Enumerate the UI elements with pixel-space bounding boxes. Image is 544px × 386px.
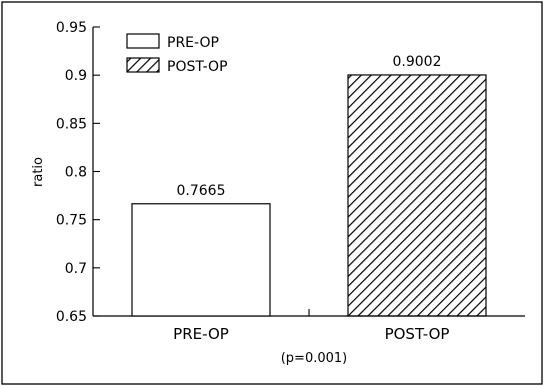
y-tick-label: 0.65 bbox=[56, 309, 87, 325]
y-tick-label: 0.95 bbox=[56, 20, 87, 36]
legend-swatch-post-op bbox=[126, 57, 160, 73]
data-label-post-op: 0.9002 bbox=[393, 54, 442, 70]
y-axis-ticks: 0.65 0.7 0.75 0.8 0.85 0.9 0.95 bbox=[56, 20, 100, 325]
y-tick-label: 0.9 bbox=[65, 68, 87, 84]
x-category-label: POST-OP bbox=[385, 325, 450, 343]
legend: PRE-OP POST-OP bbox=[126, 33, 228, 75]
bar-post-op bbox=[347, 74, 487, 317]
legend-label-pre-op: PRE-OP bbox=[167, 35, 219, 51]
legend-swatch-pre-op bbox=[126, 33, 160, 49]
y-tick-label: 0.85 bbox=[56, 116, 87, 132]
x-axis-categories: PRE-OP POST-OP bbox=[173, 309, 449, 343]
data-label-pre-op: 0.7665 bbox=[177, 183, 226, 199]
y-axis-label: ratio bbox=[31, 157, 46, 187]
y-tick-label: 0.75 bbox=[56, 213, 87, 229]
p-value-annotation: (p=0.001) bbox=[281, 351, 348, 366]
bar-pre-op bbox=[131, 203, 271, 317]
x-category-label: PRE-OP bbox=[173, 325, 229, 343]
y-tick-label: 0.8 bbox=[65, 165, 87, 181]
bars: 0.7665 0.9002 bbox=[131, 54, 487, 317]
legend-label-post-op: POST-OP bbox=[167, 59, 228, 75]
y-tick-label: 0.7 bbox=[65, 261, 87, 277]
